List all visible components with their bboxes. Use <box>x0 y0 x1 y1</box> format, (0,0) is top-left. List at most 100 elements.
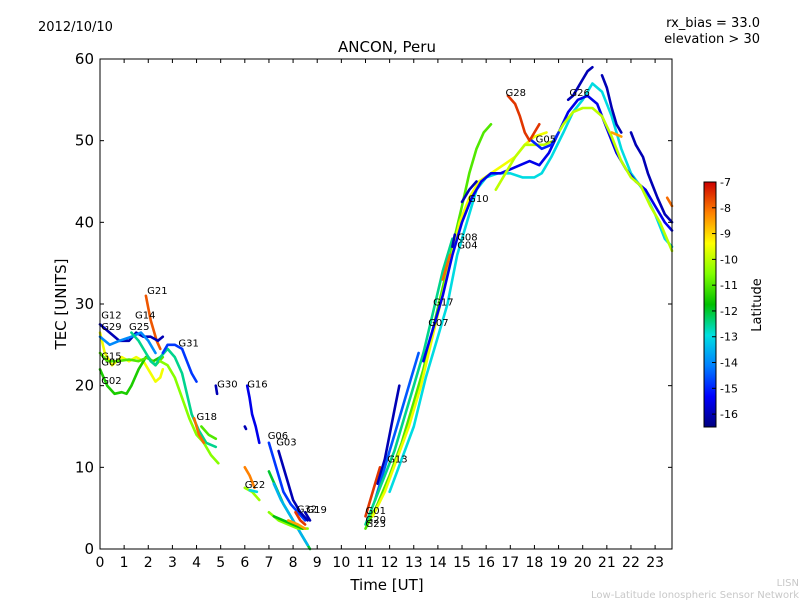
tec-series-14 <box>243 465 256 490</box>
satellite-label-g04: G04 <box>457 241 477 252</box>
satellite-label-g22: G22 <box>245 480 265 491</box>
colorbar <box>703 181 717 428</box>
tec-series-16 <box>248 488 259 494</box>
satellite-label-g06: G06 <box>268 431 288 442</box>
tec-series-27 <box>376 384 401 486</box>
tec-series-37 <box>566 65 594 102</box>
date-label: 2012/10/10 <box>38 20 113 35</box>
satellite-label-g09: G09 <box>101 357 121 368</box>
y-tick-label: 0 <box>84 540 94 558</box>
satellite-label-g29: G29 <box>101 322 121 333</box>
colorbar-tick-label: -9 <box>720 228 731 241</box>
y-tick-label: 10 <box>75 458 94 476</box>
rx-bias-label: rx_bias = 33.0 <box>666 16 760 31</box>
x-tick-label: 12 <box>381 555 399 571</box>
x-tick-label: 7 <box>264 555 273 571</box>
x-tick-label: 3 <box>168 555 177 571</box>
satellite-label-g28: G28 <box>506 88 526 99</box>
colorbar-tick-label: -14 <box>720 357 738 370</box>
tec-series-8 <box>161 343 198 383</box>
tec-series-5 <box>98 331 157 355</box>
x-tick-label: 13 <box>405 555 423 571</box>
satellite-label-g02: G02 <box>101 376 121 387</box>
satellite-label-g21: G21 <box>147 286 167 297</box>
tec-series-28 <box>373 351 420 502</box>
satellite-label-g07: G07 <box>428 318 448 329</box>
x-tick-label: 20 <box>574 555 592 571</box>
colorbar-tick-label: -10 <box>720 253 738 266</box>
tec-series-39 <box>600 74 623 134</box>
x-tick-label: 9 <box>313 555 322 571</box>
tec-series-24 <box>294 510 307 526</box>
x-tick-label: 4 <box>192 555 201 571</box>
y-axis: 0 10 20 30 40 50 60 <box>75 50 672 558</box>
satellite-label-g18: G18 <box>197 412 217 423</box>
tec-series-9 <box>192 416 206 445</box>
y-tick-label: 50 <box>75 132 94 150</box>
tec-series-25 <box>303 510 312 522</box>
satellite-label-g30: G30 <box>217 379 237 390</box>
y-tick-label: 40 <box>75 213 94 231</box>
satellite-label-g14: G14 <box>135 311 155 322</box>
tec-series-11 <box>214 384 219 396</box>
satellite-label-g17: G17 <box>433 298 453 309</box>
colorbar-tick-label: -16 <box>720 408 738 421</box>
elevation-label: elevation > 30 <box>664 32 760 47</box>
x-tick-label: 21 <box>598 555 616 571</box>
x-tick-label: 19 <box>550 555 568 571</box>
satellite-label-g25: G25 <box>129 322 149 333</box>
tec-series-34 <box>494 106 674 253</box>
x-axis: 0 1 2 3 4 5 6 7 8 9 10 11 12 13 14 15 16 17 18 19 20 21 22 23 <box>96 59 664 571</box>
tec-series-43 <box>441 253 452 281</box>
tec-series-29 <box>364 237 454 526</box>
x-tick-label: 1 <box>120 555 129 571</box>
satellite-label-g01: G01 <box>366 506 386 517</box>
tec-series-10 <box>200 425 218 441</box>
y-tick-label: 20 <box>75 377 94 395</box>
x-tick-label: 8 <box>289 555 298 571</box>
tec-series-35 <box>506 94 541 142</box>
x-tick-label: 18 <box>526 555 544 571</box>
x-tick-label: 16 <box>477 555 495 571</box>
tec-series-42 <box>665 196 674 208</box>
tec-series-38 <box>460 180 478 204</box>
x-tick-label: 0 <box>96 555 105 571</box>
satellite-label-g16: G16 <box>247 379 267 390</box>
x-tick-label: 10 <box>332 555 350 571</box>
tec-series-41 <box>610 131 623 138</box>
tec-series-22 <box>272 514 305 530</box>
satellite-label-g20: G20 <box>366 515 386 526</box>
satellite-label-g10: G10 <box>468 194 488 205</box>
colorbar-tick-label: -15 <box>720 382 738 395</box>
tec-series-20 <box>272 482 309 547</box>
x-tick-label: 22 <box>622 555 640 571</box>
satellite-label-g05: G05 <box>536 134 556 145</box>
series-layer <box>98 65 674 551</box>
colorbar-label: Latitude <box>750 278 765 332</box>
tec-series-40 <box>629 131 674 224</box>
x-tick-label: 14 <box>429 555 447 571</box>
satellite-label-g31: G31 <box>178 339 198 350</box>
tec-series-13 <box>243 425 248 431</box>
colorbar-tick-label: -7 <box>720 176 731 189</box>
x-tick-label: 15 <box>453 555 471 571</box>
y-tick-label: 60 <box>75 50 94 68</box>
tec-series-4 <box>98 323 165 343</box>
tec-series-23 <box>286 519 307 530</box>
colorbar-ticks: -7 -8 -9 -10 -11 -12 -13 -14 -15 -16 <box>712 176 738 421</box>
x-tick-label: 11 <box>357 555 375 571</box>
tec-series-7 <box>159 359 220 465</box>
satellite-label-g19: G19 <box>306 505 326 516</box>
satellite-label-g15: G15 <box>101 352 121 363</box>
tec-series-12 <box>245 384 261 445</box>
chart-title: ANCON, Peru <box>338 38 436 56</box>
tec-series-32 <box>388 82 674 494</box>
tec-series-3 <box>144 294 162 351</box>
colorbar-tick-label: -8 <box>720 202 731 215</box>
x-tick-label: 23 <box>646 555 664 571</box>
x-tick-label: 2 <box>144 555 153 571</box>
satellite-label-g03: G03 <box>276 437 296 448</box>
satellite-label-g08: G08 <box>457 232 477 243</box>
